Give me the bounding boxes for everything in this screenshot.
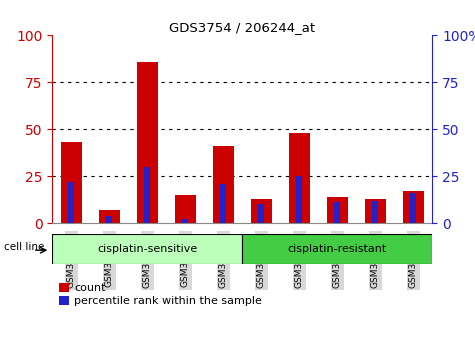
Bar — [137, 62, 158, 223]
Bar — [61, 142, 82, 223]
Bar — [182, 219, 188, 223]
Title: GDS3754 / 206244_at: GDS3754 / 206244_at — [169, 21, 315, 34]
Bar — [258, 204, 264, 223]
Bar — [52, 234, 242, 264]
Bar — [106, 216, 112, 223]
Bar — [403, 191, 424, 223]
Bar — [220, 184, 226, 223]
Bar — [68, 182, 74, 223]
Legend: count, percentile rank within the sample: count, percentile rank within the sample — [58, 282, 264, 307]
Bar — [327, 197, 348, 223]
Bar — [175, 195, 196, 223]
Bar — [296, 176, 302, 223]
Bar — [213, 146, 234, 223]
Text: cisplatin-resistant: cisplatin-resistant — [288, 244, 387, 254]
Bar — [365, 199, 386, 223]
Bar — [144, 167, 150, 223]
Text: cisplatin-sensitive: cisplatin-sensitive — [97, 244, 198, 254]
Bar — [372, 200, 378, 223]
Bar — [251, 199, 272, 223]
Text: cell line: cell line — [4, 242, 45, 252]
Bar — [334, 202, 340, 223]
Bar — [410, 193, 416, 223]
Bar — [289, 133, 310, 223]
Bar — [242, 234, 432, 264]
Bar — [99, 210, 120, 223]
